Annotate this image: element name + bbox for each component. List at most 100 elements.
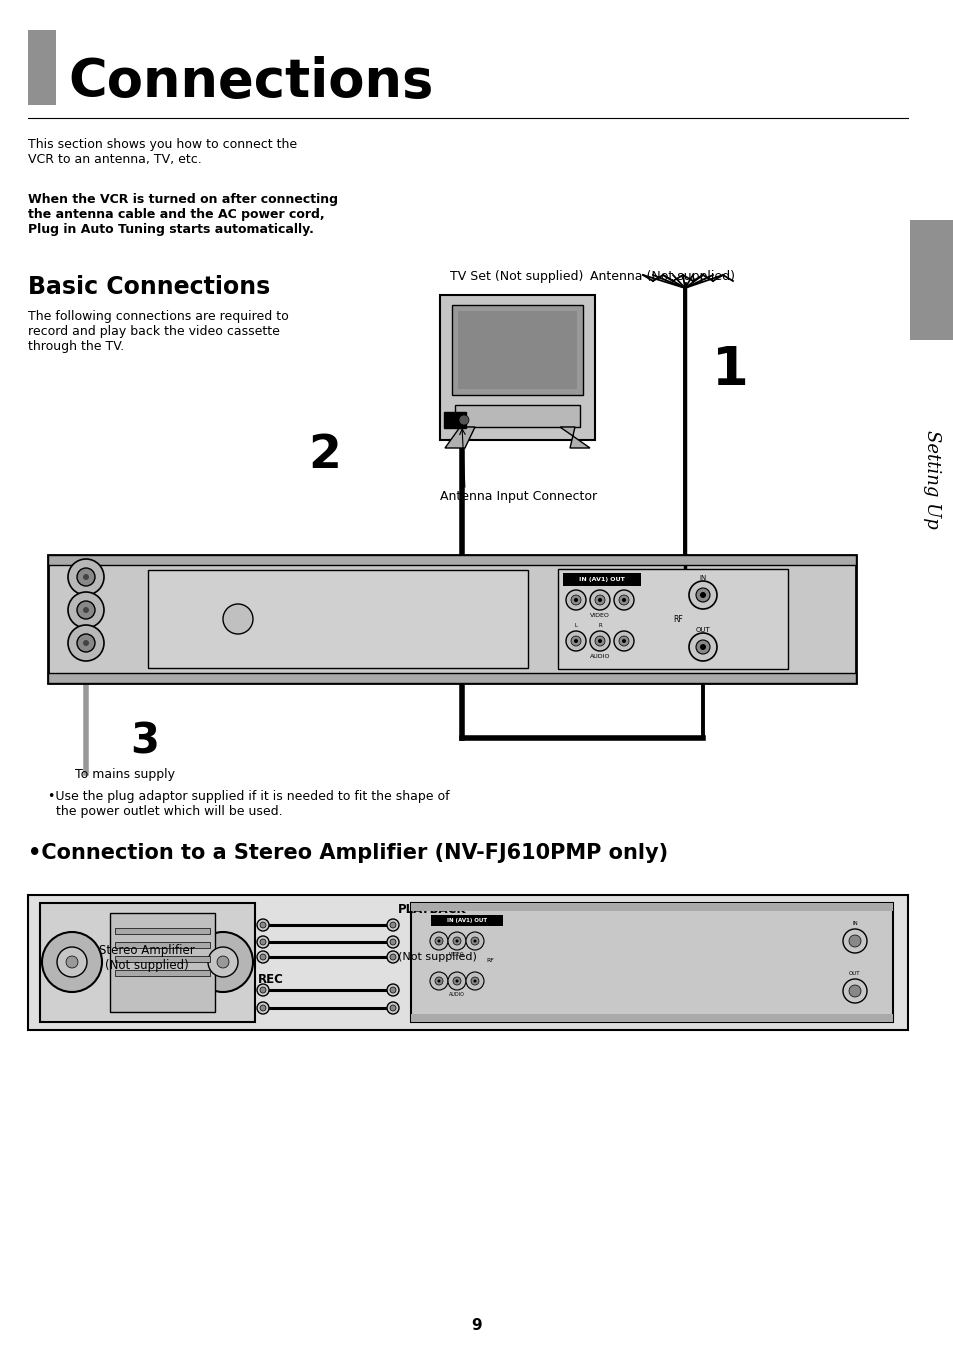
Text: TV Set (Not supplied): TV Set (Not supplied) [450,270,583,283]
Circle shape [848,986,861,996]
Circle shape [700,644,705,650]
Bar [411,903,892,911]
Circle shape [77,634,95,652]
Text: RF: RF [672,615,682,625]
Circle shape [471,977,478,986]
Circle shape [589,631,609,652]
Circle shape [848,936,861,946]
Circle shape [574,639,578,644]
Circle shape [68,625,104,661]
Bar [452,306,582,395]
Bar [562,573,640,585]
Bar [115,956,210,963]
Circle shape [621,639,625,644]
Circle shape [256,950,269,963]
Circle shape [571,635,580,646]
Circle shape [256,919,269,932]
Circle shape [618,635,628,646]
Text: Basic Connections: Basic Connections [28,274,270,299]
Circle shape [390,987,395,992]
Bar [411,1014,892,1022]
Circle shape [574,598,578,602]
Circle shape [571,595,580,604]
Circle shape [473,979,476,983]
Bar [48,673,855,683]
Text: 1: 1 [711,343,747,396]
Text: R: R [598,623,601,627]
Circle shape [390,940,395,945]
Circle shape [435,937,442,945]
Circle shape [595,635,604,646]
Circle shape [589,589,609,610]
Circle shape [435,977,442,986]
Circle shape [430,932,448,950]
Bar [110,913,214,1013]
Bar [411,903,892,1022]
Text: OUT: OUT [848,971,860,976]
Polygon shape [444,427,475,448]
Circle shape [696,588,709,602]
Text: VIDEO: VIDEO [449,952,464,957]
Bar [115,927,210,934]
Text: PLAYBACK: PLAYBACK [397,903,466,917]
Circle shape [471,937,478,945]
Text: (Not supplied): (Not supplied) [397,952,476,963]
Bar [443,412,465,429]
Text: •Connection to a Stereo Amplifier (NV-FJ610PMP only): •Connection to a Stereo Amplifier (NV-FJ… [28,844,667,863]
Circle shape [614,631,634,652]
Circle shape [216,956,229,968]
Circle shape [453,937,460,945]
Circle shape [455,940,458,942]
Circle shape [42,932,102,992]
Circle shape [193,932,253,992]
Circle shape [453,977,460,986]
Circle shape [260,955,266,960]
Circle shape [83,639,89,646]
Circle shape [618,595,628,604]
Circle shape [387,1002,398,1014]
Circle shape [256,936,269,948]
Text: VIDEO: VIDEO [590,612,609,618]
Bar [558,569,787,669]
Circle shape [260,987,266,992]
Circle shape [83,575,89,580]
Text: 9: 9 [471,1317,482,1333]
Text: L: L [574,623,577,627]
Bar [48,556,855,565]
Text: AUDIO: AUDIO [589,654,610,658]
Polygon shape [559,427,589,448]
Bar [455,406,579,427]
Circle shape [598,598,601,602]
Text: 3: 3 [131,721,159,763]
Bar [115,969,210,976]
Circle shape [260,1005,266,1011]
Circle shape [387,936,398,948]
Circle shape [437,979,440,983]
Text: To mains supply: To mains supply [75,768,174,781]
Circle shape [260,922,266,927]
Circle shape [842,979,866,1003]
Text: IN (AV1) OUT: IN (AV1) OUT [578,577,624,581]
Text: Stereo Amplifier
(Not supplied): Stereo Amplifier (Not supplied) [99,944,194,972]
Text: Antenna (Not supplied): Antenna (Not supplied) [589,270,734,283]
Bar [115,942,210,948]
Circle shape [390,922,395,927]
Circle shape [598,639,601,644]
Circle shape [448,972,465,990]
Text: IN (AV1) OUT: IN (AV1) OUT [446,918,487,923]
Text: REC: REC [257,973,284,986]
Circle shape [77,568,95,585]
Circle shape [565,631,585,652]
Circle shape [437,940,440,942]
Text: OUT: OUT [695,627,710,633]
Text: Antenna Input Connector: Antenna Input Connector [439,489,597,503]
Text: This section shows you how to connect the
VCR to an antenna, TV, etc.: This section shows you how to connect th… [28,138,296,166]
Circle shape [68,592,104,627]
Bar [28,895,907,1030]
Bar [40,903,254,1022]
Circle shape [390,955,395,960]
Circle shape [387,984,398,996]
Text: Setting Up: Setting Up [923,430,940,529]
Circle shape [387,950,398,963]
Circle shape [696,639,709,654]
